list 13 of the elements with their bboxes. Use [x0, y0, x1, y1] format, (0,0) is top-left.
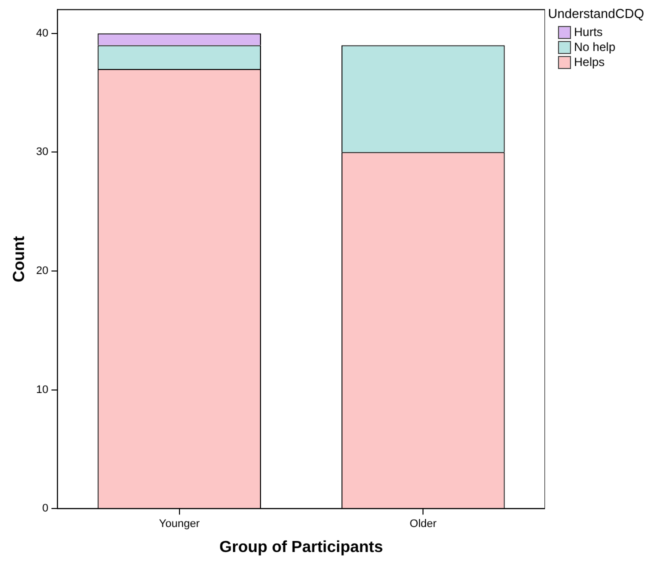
x-axis-title: Group of Participants: [219, 538, 384, 556]
y-tick-label: 20: [36, 265, 48, 278]
legend-label: Helps: [574, 55, 605, 69]
legend-label: No help: [574, 40, 616, 54]
y-tick-label: 10: [36, 384, 48, 396]
y-axis-title: Count: [11, 235, 28, 282]
x-tick-label: Older: [410, 518, 437, 530]
y-tick-label: 30: [36, 146, 48, 158]
y-tick-label: 0: [42, 502, 48, 515]
x-tick-label: Younger: [159, 518, 200, 530]
y-tick-label: 40: [36, 27, 48, 40]
legend-label: Hurts: [574, 25, 603, 39]
legend-title: UnderstandCDQ: [548, 6, 644, 21]
